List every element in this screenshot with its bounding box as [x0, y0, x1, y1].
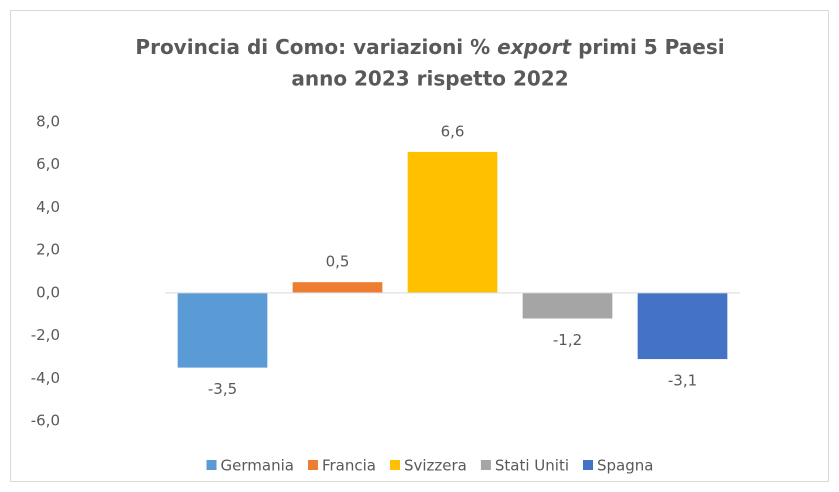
value-label: -1,2: [553, 331, 582, 349]
y-tick-label: -2,0: [31, 326, 60, 344]
title-part: primi 5 Paesi: [578, 35, 725, 59]
legend-label: Spagna: [597, 457, 653, 475]
bar: [177, 292, 268, 368]
legend-swatch: [480, 460, 491, 470]
y-tick-label: 2,0: [36, 241, 60, 259]
value-label: -3,5: [208, 380, 237, 398]
legend-swatch: [583, 460, 594, 470]
value-label: 6,6: [441, 122, 465, 140]
legend-swatch: [307, 460, 318, 470]
chart-title: Provincia di Como: variazioni % export p…: [135, 35, 724, 59]
title-part: Provincia di Como: variazioni %: [135, 35, 490, 59]
bar: [407, 151, 498, 293]
legend-label: Svizzera: [404, 457, 467, 475]
value-label: 0,5: [326, 253, 350, 271]
chart-title: anno 2023 rispetto 2022: [291, 67, 568, 91]
title-part: export: [497, 35, 572, 59]
bar: [292, 282, 383, 293]
y-tick-label: 6,0: [36, 155, 60, 173]
legend-swatch: [389, 460, 400, 470]
y-tick-label: -6,0: [31, 412, 60, 430]
y-tick-label: -4,0: [31, 369, 60, 387]
y-tick-label: 0,0: [36, 283, 60, 301]
legend-swatch: [206, 460, 217, 470]
value-label: -3,1: [668, 372, 697, 390]
y-tick-label: 8,0: [36, 113, 60, 131]
bar: [522, 292, 613, 319]
legend-label: Germania: [221, 457, 294, 475]
legend-label: Francia: [322, 457, 376, 475]
y-tick-label: 4,0: [36, 198, 60, 216]
bar: [637, 292, 728, 360]
legend-label: Stati Uniti: [495, 457, 569, 475]
